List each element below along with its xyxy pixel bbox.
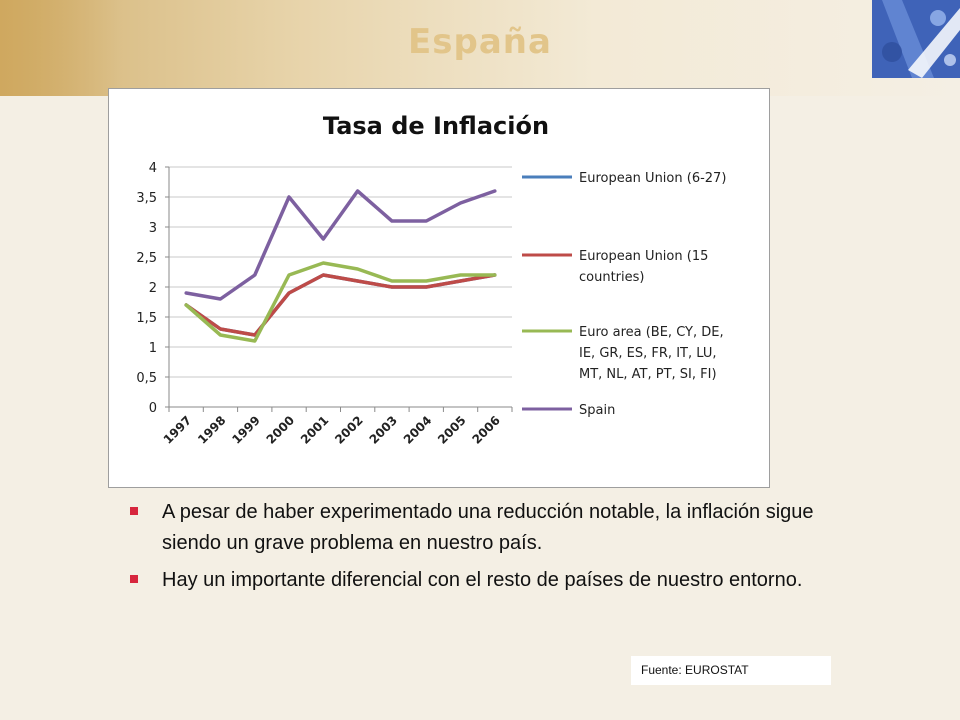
x-tick-label: 2001 [298, 413, 332, 447]
title-accent [0, 0, 120, 96]
chart-container: Tasa de Inflación 0 0,5 1 1,5 2 2,5 3 3,5 4 1997 1… [108, 88, 770, 488]
x-tick-label: 1997 [161, 413, 195, 447]
y-tick-label: 0,5 [136, 371, 157, 386]
chart-title: Tasa de Inflación [323, 112, 549, 140]
corner-logo [872, 0, 960, 78]
square-bullet-icon [130, 507, 138, 515]
legend-label: European Union (15 countries) [579, 249, 708, 285]
bullet-text: A pesar de haber experimentado una reduc… [162, 501, 814, 554]
y-tick-label: 1,5 [136, 311, 157, 326]
y-tick-label: 3,5 [136, 191, 157, 206]
source-note: Fuente: EUROSTAT [631, 656, 831, 685]
abstract-logo-icon [872, 0, 960, 78]
legend-label: Spain [579, 403, 615, 418]
bullet-item: A pesar de haber experimentado una reduc… [128, 497, 828, 559]
x-tick-label: 2005 [435, 413, 469, 447]
x-tick-label: 1998 [195, 413, 229, 447]
y-tick-label: 3 [149, 221, 157, 236]
y-tick-label: 1 [149, 341, 157, 356]
legend-label: Euro area (BE, CY, DE, IE, GR, ES, FR, IT… [579, 325, 724, 382]
bullet-text: Hay un importante diferencial con el res… [162, 569, 803, 591]
x-tick-label: 2000 [264, 413, 298, 447]
y-tick-label: 2,5 [136, 251, 157, 266]
bullet-list: A pesar de haber experimentado una reduc… [128, 497, 828, 602]
legend-label: European Union (6-27) [579, 171, 726, 186]
y-tick-label: 0 [149, 401, 157, 416]
bullet-item: Hay un importante diferencial con el res… [128, 565, 828, 596]
x-tick-label: 1999 [229, 413, 263, 447]
y-tick-label: 4 [149, 161, 157, 176]
x-tick-label: 2002 [332, 413, 366, 447]
x-tick-label: 2006 [469, 413, 503, 447]
y-tick-label: 2 [149, 281, 157, 296]
x-tick-label: 2004 [401, 413, 435, 447]
title-band [0, 0, 960, 96]
square-bullet-icon [130, 575, 138, 583]
series-line-2 [184, 273, 497, 337]
series-line-4 [184, 189, 497, 301]
x-tick-label: 2003 [367, 413, 401, 447]
series-line-3 [184, 261, 497, 343]
slide-title: España [408, 22, 552, 62]
